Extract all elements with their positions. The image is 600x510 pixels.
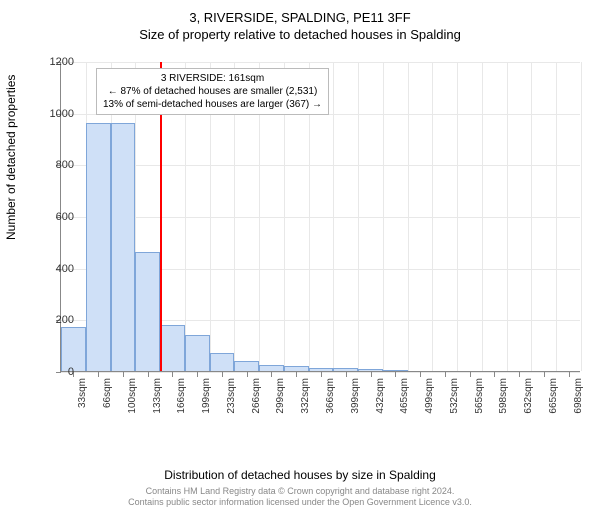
xtick-mark — [321, 372, 322, 377]
xtick-mark — [271, 372, 272, 377]
footer-line-2: Contains public sector information licen… — [0, 497, 600, 508]
gridline-vertical — [408, 62, 409, 371]
xtick-mark — [569, 372, 570, 377]
histogram-bar — [333, 368, 358, 371]
annotation-line: ← 87% of detached houses are smaller (2,… — [103, 85, 322, 98]
xtick-label: 133sqm — [152, 378, 163, 414]
xtick-label: 233sqm — [226, 378, 237, 414]
xtick-label: 166sqm — [176, 378, 187, 414]
xtick-mark — [445, 372, 446, 377]
xtick-label: 598sqm — [498, 378, 509, 414]
gridline-vertical — [358, 62, 359, 371]
xtick-label: 299sqm — [275, 378, 286, 414]
xtick-label: 66sqm — [102, 378, 113, 408]
xtick-label: 632sqm — [523, 378, 534, 414]
gridline-vertical — [581, 62, 582, 371]
gridline-vertical — [457, 62, 458, 371]
histogram-bar — [234, 361, 259, 371]
xtick-mark — [346, 372, 347, 377]
histogram-bar — [160, 325, 185, 372]
footer-attribution: Contains HM Land Registry data © Crown c… — [0, 486, 600, 508]
xtick-label: 432sqm — [375, 378, 386, 414]
gridline-vertical — [482, 62, 483, 371]
xtick-label: 332sqm — [300, 378, 311, 414]
xtick-label: 366sqm — [325, 378, 336, 414]
xtick-label: 199sqm — [201, 378, 212, 414]
xtick-mark — [148, 372, 149, 377]
gridline-horizontal — [61, 217, 580, 218]
gridline-vertical — [531, 62, 532, 371]
xtick-mark — [197, 372, 198, 377]
xtick-label: 665sqm — [548, 378, 559, 414]
xtick-label: 33sqm — [77, 378, 88, 408]
xtick-mark — [172, 372, 173, 377]
gridline-vertical — [507, 62, 508, 371]
xtick-mark — [519, 372, 520, 377]
x-axis-label: Distribution of detached houses by size … — [0, 468, 600, 482]
ytick-label: 0 — [68, 366, 74, 378]
histogram-bar — [111, 123, 136, 371]
xtick-mark — [420, 372, 421, 377]
gridline-vertical — [383, 62, 384, 371]
xtick-mark — [371, 372, 372, 377]
histogram-bar — [383, 370, 408, 371]
xtick-label: 532sqm — [449, 378, 460, 414]
xtick-label: 399sqm — [350, 378, 361, 414]
xtick-label: 266sqm — [251, 378, 262, 414]
xtick-mark — [247, 372, 248, 377]
annotation-line: 13% of semi-detached houses are larger (… — [103, 98, 322, 111]
xtick-mark — [470, 372, 471, 377]
xtick-label: 100sqm — [127, 378, 138, 414]
xtick-label: 465sqm — [399, 378, 410, 414]
xtick-mark — [123, 372, 124, 377]
y-axis-label: Number of detached properties — [4, 75, 18, 240]
gridline-horizontal — [61, 165, 580, 166]
footer-line-1: Contains HM Land Registry data © Crown c… — [0, 486, 600, 497]
xtick-mark — [98, 372, 99, 377]
xtick-label: 499sqm — [424, 378, 435, 414]
histogram-bar — [86, 123, 111, 371]
gridline-horizontal — [61, 62, 580, 63]
ytick-label: 400 — [56, 263, 74, 275]
gridline-vertical — [556, 62, 557, 371]
xtick-label: 698sqm — [573, 378, 584, 414]
histogram-bar — [135, 252, 160, 371]
title-line-2: Size of property relative to detached ho… — [0, 27, 600, 42]
title-line-1: 3, RIVERSIDE, SPALDING, PE11 3FF — [0, 10, 600, 25]
xtick-label: 565sqm — [474, 378, 485, 414]
ytick-label: 600 — [56, 211, 74, 223]
histogram-bar — [210, 353, 235, 371]
annotation-line: 3 RIVERSIDE: 161sqm — [103, 72, 322, 85]
gridline-vertical — [432, 62, 433, 371]
histogram-bar — [309, 368, 334, 371]
gridline-vertical — [333, 62, 334, 371]
ytick-label: 800 — [56, 159, 74, 171]
ytick-label: 1200 — [50, 56, 74, 68]
histogram-bar — [259, 365, 284, 371]
xtick-mark — [296, 372, 297, 377]
histogram-bar — [61, 327, 86, 371]
ytick-mark — [56, 372, 61, 373]
ytick-label: 200 — [56, 314, 74, 326]
chart-area: 33sqm 66sqm 100sqm 133sqm 166sqm 199sqm 233sqm… — [60, 62, 580, 422]
histogram-bar — [284, 366, 309, 371]
xtick-mark — [222, 372, 223, 377]
ytick-label: 1000 — [50, 108, 74, 120]
histogram-bar — [358, 369, 383, 371]
histogram-bar — [185, 335, 210, 371]
xtick-mark — [494, 372, 495, 377]
xtick-mark — [544, 372, 545, 377]
xtick-mark — [395, 372, 396, 377]
annotation-box: 3 RIVERSIDE: 161sqm← 87% of detached hou… — [96, 68, 329, 115]
